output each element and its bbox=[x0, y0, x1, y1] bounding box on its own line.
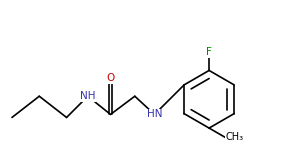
Text: HN: HN bbox=[147, 110, 162, 119]
Text: O: O bbox=[106, 73, 115, 83]
Text: NH: NH bbox=[80, 91, 95, 101]
Text: CH₃: CH₃ bbox=[225, 132, 244, 142]
Text: F: F bbox=[206, 47, 212, 57]
